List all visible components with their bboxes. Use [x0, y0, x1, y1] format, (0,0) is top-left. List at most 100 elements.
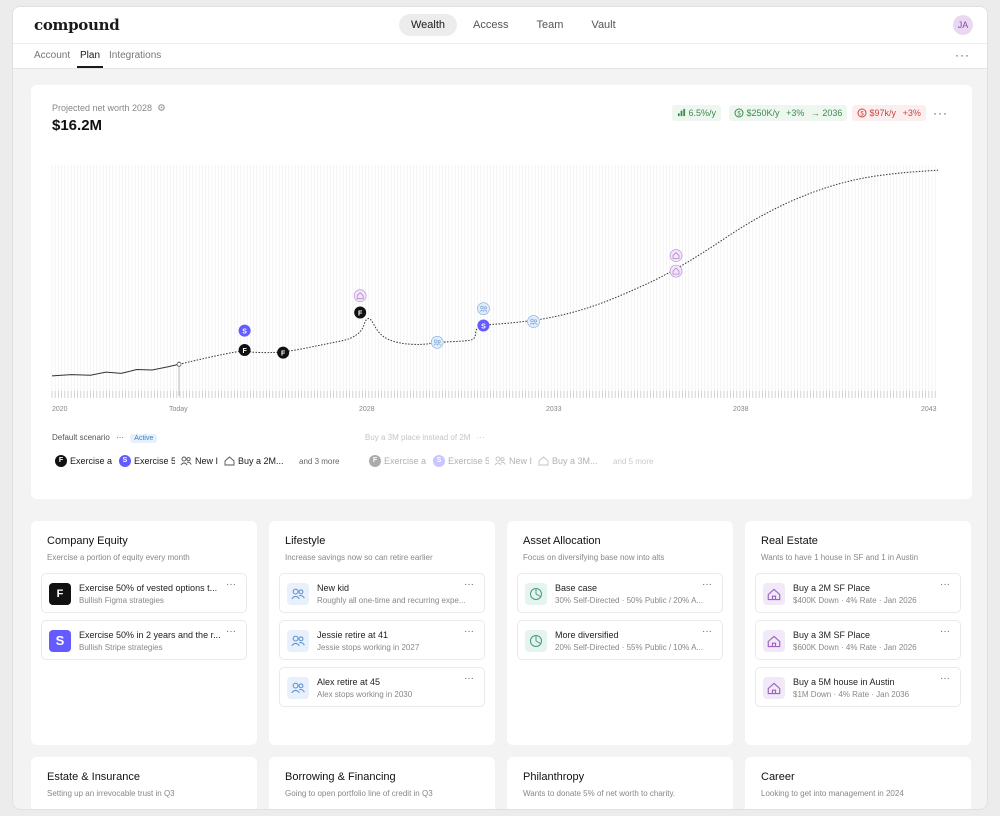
item-more-button[interactable]: ···: [226, 626, 236, 637]
item-more-button[interactable]: ···: [464, 673, 474, 684]
figma-icon: F: [49, 583, 71, 605]
default-more-chips[interactable]: and 3 more: [299, 456, 340, 466]
card-lifestyle[interactable]: Lifestyle Increase savings now so can re…: [269, 521, 495, 745]
svg-text:$: $: [737, 111, 741, 117]
income-pill[interactable]: $ $250K/y +3% → 2036: [729, 105, 848, 121]
list-item[interactable]: Buy a 5M house in Austin $1M Down · 4% R…: [755, 667, 961, 707]
house-icon: [538, 456, 549, 466]
card-career[interactable]: Career Looking to get into management in…: [745, 757, 971, 809]
stripe-event-marker: S: [477, 319, 490, 332]
tab-integrations[interactable]: Integrations: [109, 50, 162, 61]
house-event-marker: [669, 264, 683, 278]
card-borrowing-financing[interactable]: Borrowing & Financing Going to open port…: [269, 757, 495, 809]
item-title: New kid: [317, 583, 350, 593]
list-item[interactable]: Jessie retire at 41 Jessie stops working…: [279, 620, 485, 660]
card-company-equity[interactable]: Company Equity Exercise a portion of equ…: [31, 521, 257, 745]
list-item[interactable]: Base case 30% Self-Directed · 50% Public…: [517, 573, 723, 613]
chart-background-grid: [51, 165, 936, 391]
figma-event-marker: F: [354, 306, 367, 319]
logo[interactable]: compound: [34, 16, 120, 34]
figma-event-marker: F: [277, 346, 290, 359]
expense-text: $97k/y: [869, 108, 897, 118]
chip-figma[interactable]: F Exercise a: [55, 455, 114, 467]
item-subtitle: $1M Down · 4% Rate · Jan 2036: [793, 690, 910, 699]
card-asset-allocation[interactable]: Asset Allocation Focus on diversifying b…: [507, 521, 733, 745]
card-title: Philanthropy: [523, 771, 585, 783]
settings-gear-icon[interactable]: [157, 103, 166, 112]
chip-stripe[interactable]: S Exercise 5: [119, 455, 175, 467]
page-more-button[interactable]: ···: [955, 48, 970, 62]
card-philanthropy[interactable]: Philanthropy Wants to donate 5% of net w…: [507, 757, 733, 809]
expense-pill[interactable]: $ $97k/y +3%: [852, 105, 926, 121]
item-more-button[interactable]: ···: [464, 579, 474, 590]
svg-text:S: S: [481, 323, 486, 330]
list-item[interactable]: New kid Roughly all one-time and recurri…: [279, 573, 485, 613]
alt-chip-new-kid[interactable]: New I: [494, 456, 533, 466]
chart-event-markers: F S F F S: [176, 249, 683, 367]
alt-chip-buy-3m[interactable]: Buy a 3M...: [538, 456, 604, 466]
item-more-button[interactable]: ···: [464, 626, 474, 637]
item-more-button[interactable]: ···: [940, 579, 950, 590]
x-tick-2033: 2033: [546, 406, 562, 413]
item-subtitle: $400K Down · 4% Rate · Jan 2026: [793, 596, 917, 605]
list-item[interactable]: More diversified 20% Self-Directed · 55%…: [517, 620, 723, 660]
alt-scenario-header[interactable]: Buy a 3M place instead of 2M ···: [365, 433, 485, 442]
item-more-button[interactable]: ···: [702, 626, 712, 637]
item-subtitle: Bullish Figma strategies: [79, 596, 164, 605]
card-estate-insurance[interactable]: Estate & Insurance Setting up an irrevoc…: [31, 757, 257, 809]
card-title: Lifestyle: [285, 535, 326, 547]
chip-stripe-label: Exercise 5: [134, 456, 175, 466]
nav-team[interactable]: Team: [536, 19, 564, 31]
card-title: Asset Allocation: [523, 535, 601, 547]
tab-plan[interactable]: Plan: [77, 50, 104, 68]
nav-wealth[interactable]: Wealth: [399, 14, 458, 36]
nav-access[interactable]: Access: [473, 19, 509, 31]
people-icon: [180, 456, 192, 466]
default-scenario-more[interactable]: ···: [116, 433, 125, 442]
projection-label: Projected net worth 2028: [52, 103, 166, 113]
item-title: Jessie retire at 41: [317, 630, 389, 640]
people-event-marker: [477, 302, 490, 315]
chart-more-button[interactable]: ···: [933, 106, 948, 120]
house-icon: [224, 456, 235, 466]
list-item[interactable]: S Exercise 50% in 2 years and the r... B…: [41, 620, 247, 660]
list-item[interactable]: Alex retire at 45 Alex stops working in …: [279, 667, 485, 707]
growth-rate-pill[interactable]: 6.5%/y: [672, 105, 722, 121]
item-more-button[interactable]: ···: [702, 579, 712, 590]
item-more-button[interactable]: ···: [226, 579, 236, 590]
list-item[interactable]: Buy a 3M SF Place $600K Down · 4% Rate ·…: [755, 620, 961, 660]
card-title: Estate & Insurance: [47, 771, 140, 783]
x-tick-today: Today: [169, 406, 188, 413]
alt-scenario-label: Buy a 3M place instead of 2M: [365, 433, 471, 442]
item-more-button[interactable]: ···: [940, 626, 950, 637]
alt-chip-figma[interactable]: F Exercise a: [369, 455, 428, 467]
default-scenario-label: Default scenario: [52, 433, 110, 442]
card-title: Real Estate: [761, 535, 818, 547]
card-real-estate[interactable]: Real Estate Wants to have 1 house in SF …: [745, 521, 971, 745]
people-event-marker: [430, 335, 444, 349]
item-subtitle: Bullish Stripe strategies: [79, 643, 163, 652]
item-subtitle: 30% Self-Directed · 50% Public / 20% A..…: [555, 596, 704, 605]
nav-vault[interactable]: Vault: [591, 19, 616, 31]
list-item[interactable]: Buy a 2M SF Place $400K Down · 4% Rate ·…: [755, 573, 961, 613]
net-worth-line-chart[interactable]: F S F F S: [31, 145, 972, 407]
chip-buy-2m[interactable]: Buy a 2M...: [224, 456, 290, 466]
today-point: [176, 361, 182, 367]
avatar[interactable]: JA: [953, 15, 973, 35]
chip-new-kid[interactable]: New I: [180, 456, 219, 466]
house-icon: [763, 630, 785, 652]
alt-more-chips[interactable]: and 5 more: [613, 456, 654, 466]
income-delta: +3%: [786, 108, 805, 118]
item-title: Base case: [555, 583, 598, 593]
card-subtitle: Going to open portfolio line of credit i…: [285, 789, 433, 798]
alt-scenario-more[interactable]: ···: [476, 433, 485, 442]
tab-account[interactable]: Account: [34, 50, 71, 61]
alt-chip-stripe[interactable]: S Exercise 5: [433, 455, 489, 467]
item-more-button[interactable]: ···: [940, 673, 950, 684]
default-scenario-header[interactable]: Default scenario ··· Active: [52, 433, 158, 443]
net-worth-chart-card: Projected net worth 2028 $16.2M 6.5%/y $…: [31, 85, 972, 499]
income-text: $250K/y: [746, 108, 780, 118]
list-item[interactable]: F Exercise 50% of vested options t... Bu…: [41, 573, 247, 613]
card-subtitle: Wants to donate 5% of net worth to chari…: [523, 789, 676, 798]
x-tick-2020: 2020: [52, 406, 68, 413]
